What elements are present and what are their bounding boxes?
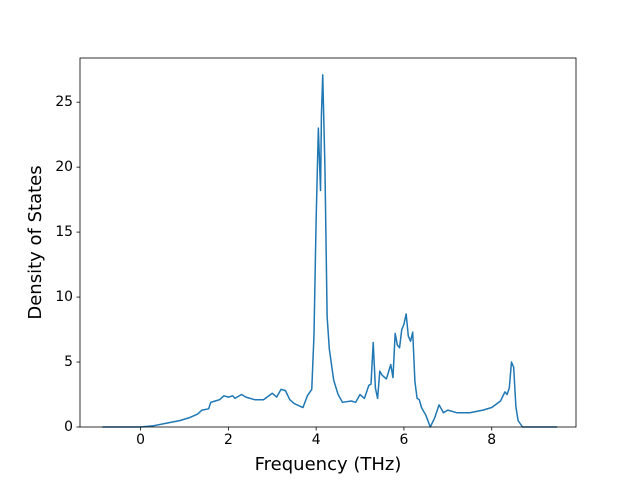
- y-tick-label: 25: [55, 94, 73, 110]
- x-tick-label: 4: [312, 432, 321, 448]
- y-tick-label: 0: [64, 419, 73, 435]
- y-tick-label: 5: [64, 354, 73, 370]
- x-tick-label: 2: [224, 432, 233, 448]
- x-tick-label: 0: [136, 432, 145, 448]
- x-axis-label: Frequency (THz): [255, 454, 402, 475]
- x-tick-label: 6: [400, 432, 409, 448]
- y-tick-label: 10: [55, 289, 73, 305]
- y-tick-label: 15: [55, 224, 73, 240]
- y-tick-label: 20: [55, 159, 73, 175]
- line-series: [102, 74, 558, 428]
- y-axis-label: Density of States: [25, 165, 46, 319]
- plot-frame: [79, 57, 577, 428]
- x-tick-label: 8: [487, 432, 496, 448]
